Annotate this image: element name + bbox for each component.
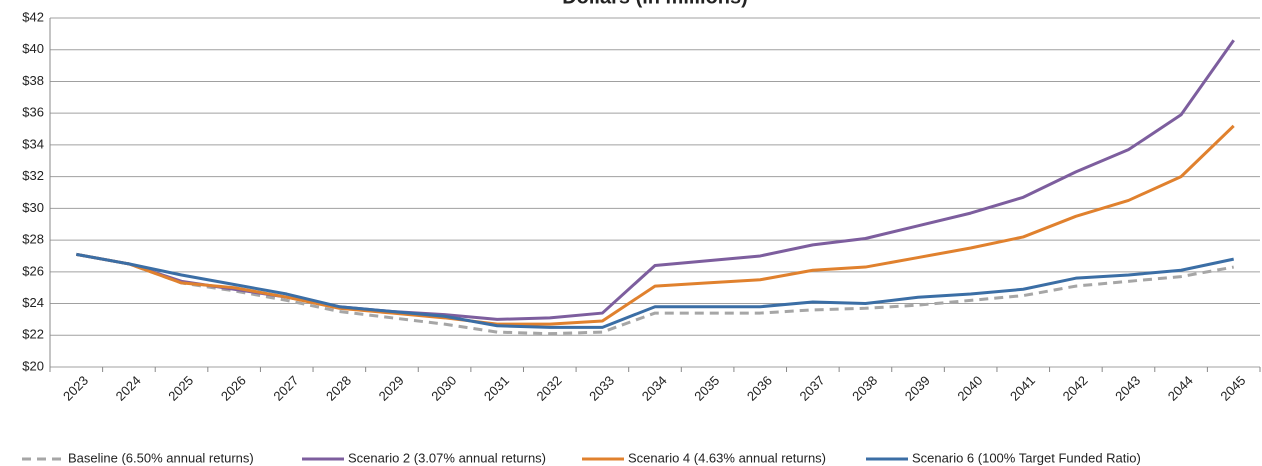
x-tick-label: 2038 — [849, 373, 880, 404]
x-tick-label: 2025 — [165, 373, 196, 404]
x-tick-label: 2034 — [639, 373, 670, 404]
x-tick-label: 2030 — [428, 373, 459, 404]
x-tick-label: 2040 — [954, 373, 985, 404]
x-tick-label: 2033 — [586, 373, 617, 404]
y-tick-label: $40 — [22, 41, 44, 56]
x-tick-label: 2043 — [1112, 373, 1143, 404]
chart-title: Dollars (in millions) — [562, 0, 748, 8]
y-tick-label: $24 — [22, 295, 44, 310]
series-line — [76, 252, 1235, 329]
x-tick-label: 2035 — [691, 373, 722, 404]
x-tick-label: 2027 — [270, 373, 301, 404]
x-tick-label: 2024 — [113, 373, 144, 404]
legend-label: Baseline (6.50% annual returns) — [68, 450, 254, 465]
y-tick-label: $28 — [22, 232, 44, 247]
x-tick-label: 2026 — [218, 373, 249, 404]
x-tick-label: 2036 — [744, 373, 775, 404]
series-line — [76, 39, 1235, 321]
series-line — [76, 252, 1234, 336]
x-tick-label: 2037 — [797, 373, 828, 404]
y-tick-label: $38 — [22, 73, 44, 88]
x-tick-label: 2032 — [534, 373, 565, 404]
x-tick-label: 2045 — [1217, 373, 1248, 404]
x-tick-label: 2029 — [376, 373, 407, 404]
x-tick-label: 2042 — [1060, 373, 1091, 404]
series-line — [76, 124, 1235, 326]
legend-label: Scenario 2 (3.07% annual returns) — [348, 450, 546, 465]
x-tick-label: 2031 — [481, 373, 512, 404]
x-tick-label: 2039 — [902, 373, 933, 404]
legend-label: Scenario 4 (4.63% annual returns) — [628, 450, 826, 465]
y-tick-label: $22 — [22, 327, 44, 342]
x-tick-label: 2028 — [323, 373, 354, 404]
x-tick-label: 2044 — [1165, 373, 1196, 404]
y-tick-label: $30 — [22, 200, 44, 215]
y-tick-label: $26 — [22, 263, 44, 278]
legend-label: Scenario 6 (100% Target Funded Ratio) — [912, 450, 1141, 465]
y-tick-label: $34 — [22, 136, 44, 151]
y-tick-label: $36 — [22, 105, 44, 120]
y-tick-label: $32 — [22, 168, 44, 183]
x-tick-label: 2041 — [1007, 373, 1038, 404]
x-tick-label: 2023 — [60, 373, 91, 404]
y-tick-label: $42 — [22, 9, 44, 24]
y-tick-label: $20 — [22, 358, 44, 373]
